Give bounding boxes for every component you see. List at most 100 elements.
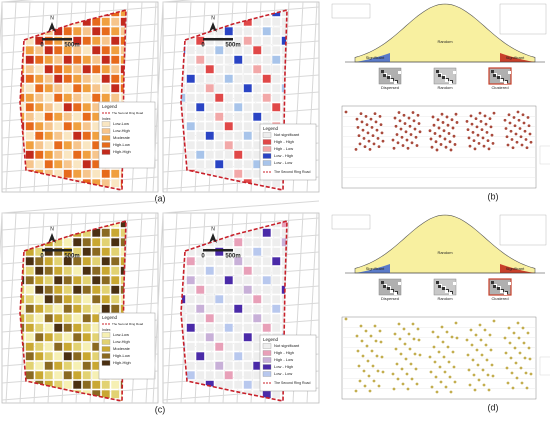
scatter-dot — [418, 130, 422, 134]
block — [233, 351, 243, 361]
scatter-dot — [429, 137, 433, 141]
block — [101, 380, 111, 390]
scatter-dot — [505, 135, 509, 139]
block — [91, 55, 101, 65]
block — [205, 361, 215, 371]
scatter-dot — [431, 115, 435, 119]
block — [82, 45, 92, 55]
stat-panel: Significant Random Significant Dispersed Ran… — [331, 3, 550, 201]
block — [82, 247, 92, 257]
block — [195, 159, 205, 169]
block — [224, 304, 234, 314]
scatter-dot — [448, 140, 452, 144]
scatter-dot — [428, 355, 432, 359]
scatter-dot — [393, 116, 397, 120]
block — [271, 323, 281, 333]
scatter-dot — [410, 377, 414, 381]
legend-swatch — [262, 153, 272, 159]
scatter-dot — [529, 140, 533, 144]
block — [53, 64, 63, 74]
block — [110, 275, 120, 285]
scatter-dot — [405, 138, 409, 142]
block — [233, 237, 243, 247]
scatter-dot — [485, 130, 489, 134]
scatter-dot — [523, 356, 527, 360]
block — [224, 93, 234, 103]
ring-road — [19, 219, 127, 402]
scatter-dot — [376, 137, 380, 140]
scatter-dot — [379, 340, 383, 344]
block — [271, 389, 281, 399]
block — [82, 83, 92, 93]
block — [195, 361, 205, 371]
block — [34, 247, 44, 257]
street — [166, 1, 178, 193]
block — [72, 342, 82, 352]
block — [53, 131, 63, 141]
block — [262, 256, 272, 266]
scatter-dot — [513, 346, 517, 350]
block — [91, 36, 101, 46]
block — [195, 351, 205, 361]
scatter-dot — [514, 132, 518, 136]
block — [205, 102, 215, 112]
block — [214, 93, 224, 103]
curve-label: Random — [437, 250, 453, 255]
block — [224, 74, 234, 84]
block — [271, 93, 281, 103]
block — [195, 55, 205, 65]
street — [1, 200, 159, 214]
scatter-dot — [521, 113, 525, 117]
scatter-dot — [466, 128, 470, 132]
scatter-dot — [515, 376, 519, 380]
block — [101, 228, 111, 238]
block — [72, 74, 82, 84]
pattern-label: Dispersed — [381, 85, 399, 90]
block — [53, 275, 63, 285]
block — [91, 169, 101, 179]
pattern-cell — [442, 76, 445, 79]
block — [44, 256, 54, 266]
scatter-dot — [392, 146, 396, 150]
scatter-dot — [483, 114, 487, 118]
block — [34, 83, 44, 93]
street — [162, 200, 320, 214]
stat-panel: Significant Random Significant Dispersed Ran… — [331, 214, 550, 412]
block — [243, 266, 253, 276]
scatter-dot — [479, 119, 483, 123]
block — [82, 380, 92, 390]
block — [214, 121, 224, 131]
block — [271, 237, 281, 247]
block — [72, 26, 82, 36]
block — [243, 313, 253, 323]
block — [63, 26, 73, 36]
block — [82, 304, 92, 314]
block — [243, 370, 253, 380]
block — [25, 64, 35, 74]
scatter-dot — [513, 124, 517, 128]
block — [53, 304, 63, 314]
block — [72, 112, 82, 122]
block — [214, 102, 224, 112]
block — [82, 131, 92, 141]
block — [233, 64, 243, 74]
block — [72, 64, 82, 74]
block — [34, 361, 44, 371]
block — [233, 150, 243, 160]
scatter-dot — [480, 353, 484, 357]
block — [271, 285, 281, 295]
scatter-dot — [378, 329, 382, 333]
scatter-dot — [483, 328, 487, 332]
block — [214, 150, 224, 160]
block — [110, 26, 120, 36]
block — [91, 93, 101, 103]
scatter-dot — [522, 341, 526, 345]
block — [91, 304, 101, 314]
block — [243, 304, 253, 314]
north-label: N — [50, 15, 54, 21]
block — [72, 351, 82, 361]
scatter-dot — [363, 384, 367, 388]
block — [195, 140, 205, 150]
block — [224, 313, 234, 323]
